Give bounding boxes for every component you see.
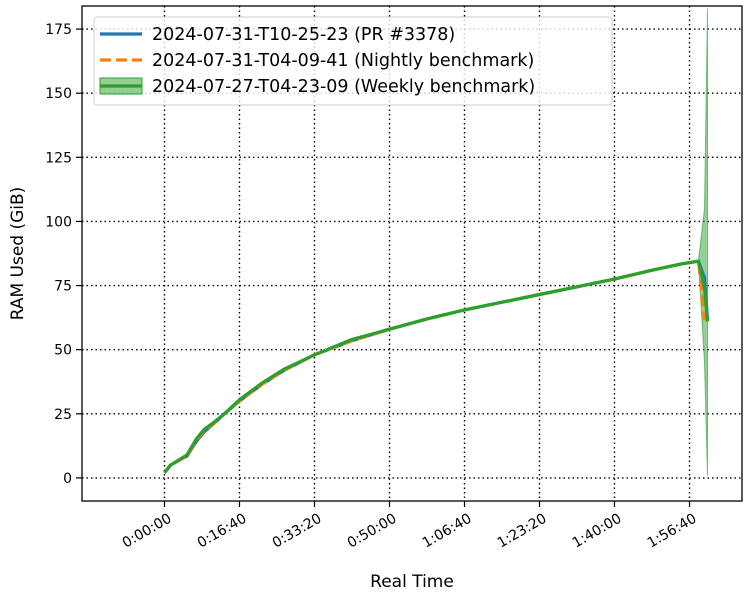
y-tick-label: 75 — [54, 279, 72, 295]
legend-box — [93, 16, 613, 106]
plot-area-frame — [81, 5, 743, 502]
y-tick-label: 150 — [45, 86, 72, 102]
x-axis-title: Real Time — [370, 572, 454, 592]
legend[interactable]: 2024-07-31-T10-25-23 (PR #3378) 2024-07-3… — [93, 16, 613, 106]
legend-label: 2024-07-27-T04-23-09 (Weekly benchmark) — [152, 77, 535, 97]
y-tick-label: 0 — [63, 471, 72, 487]
legend-entry-3[interactable]: 2024-07-27-T04-23-09 (Weekly benchmark) — [99, 77, 535, 97]
series-line-3 — [163, 259, 710, 474]
legend-entry-2[interactable]: 2024-07-31-T04-09-41 (Nightly benchmark) — [100, 51, 534, 71]
y-tick-label: 100 — [45, 214, 72, 230]
y-tick-label: 25 — [54, 407, 72, 423]
y-axis-title: RAM Used (GiB) — [8, 187, 28, 321]
y-tick-label: 175 — [45, 22, 72, 38]
series-lines — [163, 259, 710, 474]
legend-entry-1[interactable]: 2024-07-31-T10-25-23 (PR #3378) — [100, 25, 455, 45]
y-tick-label: 50 — [54, 343, 72, 359]
y-tick-label: 125 — [45, 150, 72, 166]
legend-label: 2024-07-31-T04-09-41 (Nightly benchmark) — [152, 51, 534, 71]
legend-label: 2024-07-31-T10-25-23 (PR #3378) — [152, 25, 455, 45]
